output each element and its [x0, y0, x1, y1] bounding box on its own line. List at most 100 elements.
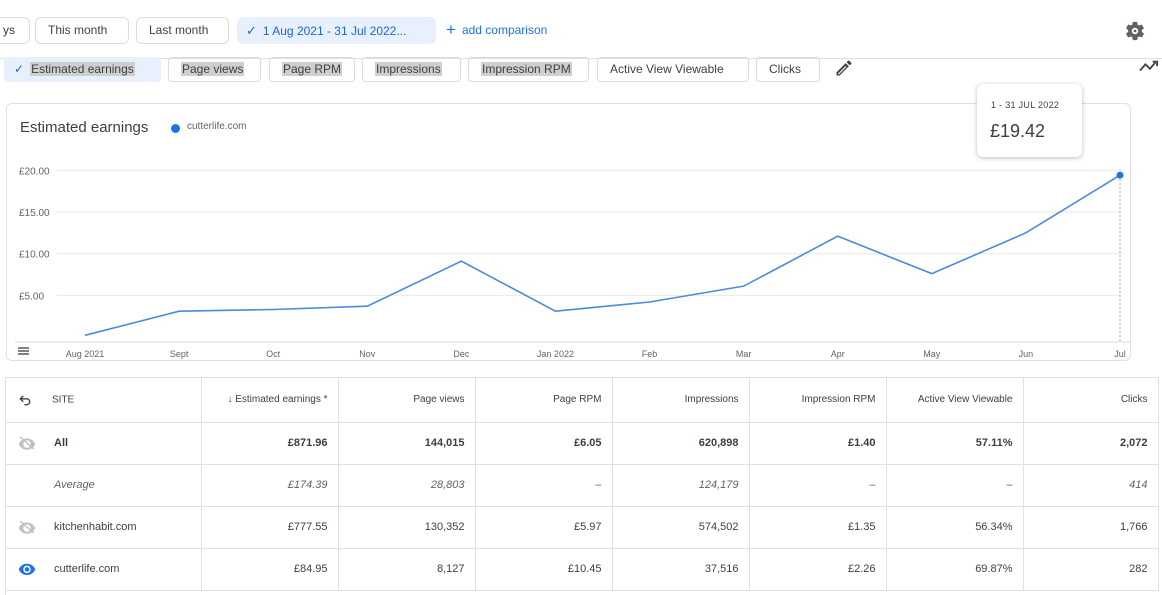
check-icon: ✓ — [14, 62, 25, 76]
gear-icon[interactable] — [1124, 20, 1146, 42]
site-name: cutterlife.com — [54, 562, 120, 575]
table-cell: 37,516 — [612, 548, 750, 591]
table-cell: 56.34% — [886, 506, 1024, 549]
trending-icon[interactable] — [1138, 58, 1160, 76]
metric-chip-impression-rpm[interactable]: Impression RPM — [468, 57, 589, 82]
x-tick-label: Mar — [736, 349, 752, 359]
table-cell: – — [475, 464, 613, 507]
y-tick-label: £10.00 — [19, 250, 50, 261]
table-row[interactable]: Average £174.39 28,803–124,179– –414 — [6, 464, 1159, 507]
x-tick-label: Sept — [170, 349, 189, 359]
table-cell: 414 — [1023, 464, 1159, 507]
date-toolbar: ys This month Last month ✓ 1 Aug 2021 - 3… — [0, 0, 1162, 59]
table-cell: £6.05 — [475, 422, 613, 465]
x-tick-label: Aug 2021 — [66, 349, 105, 359]
back-arrow-icon[interactable] — [18, 393, 32, 407]
table-cell: £2.26 — [749, 548, 887, 591]
table-row[interactable]: cutterlife.com £84.95 8,127 £10.45 37,516 £2.… — [6, 548, 1159, 591]
site-cell: cutterlife.com — [6, 548, 202, 591]
metric-chip-label: Active View Viewable — [610, 62, 724, 76]
metric-chip-page-rpm[interactable]: Page RPM — [269, 57, 355, 82]
metric-chip-label: Impressions — [375, 62, 442, 76]
check-icon: ✓ — [246, 23, 257, 38]
table-cell: 57.11% — [886, 422, 1024, 465]
chart-tooltip: 1 - 31 JUL 2022 £19.42 — [977, 84, 1082, 157]
metric-chip-label: Clicks — [769, 62, 801, 76]
table-cell: £5.97 — [475, 506, 613, 549]
x-tick-label: May — [923, 349, 941, 359]
visible-eye-icon[interactable] — [18, 562, 36, 576]
column-header-label: SITE — [52, 394, 75, 406]
table-row[interactable]: All £871.96 144,015 £6.05 620,898 £1.40 57.11%… — [6, 422, 1159, 465]
column-header-site[interactable]: SITE — [6, 378, 202, 423]
metric-chip-estimated-earnings[interactable]: ✓ Estimated earnings — [4, 57, 161, 82]
column-header-estimated-earnings[interactable]: ↓ Estimated earnings * — [201, 378, 339, 423]
date-range-last-month[interactable]: Last month — [136, 17, 229, 44]
table-cell: £1.40 — [749, 422, 887, 465]
add-comparison-button[interactable]: + add comparison — [446, 21, 547, 39]
add-comparison-label: add comparison — [461, 23, 548, 37]
metric-chip-clicks[interactable]: Clicks — [756, 57, 820, 82]
empty-icon-slot — [18, 478, 36, 492]
line-chart: £5.00 £10.00 £15.00 £20.00 Aug 2021 Sept Oct No… — [15, 166, 1130, 359]
table-cell: £10.45 — [475, 548, 613, 591]
y-tick-label: £15.00 — [19, 208, 50, 219]
date-range-last-days[interactable]: ys — [0, 17, 30, 44]
metric-chip-label: Page RPM — [282, 62, 343, 76]
site-name: kitchenhabit.com — [54, 520, 137, 533]
table-cell: 574,502 — [612, 506, 750, 549]
x-tick-label: Oct — [266, 349, 281, 359]
table-cell: 130,352 — [338, 506, 476, 549]
table-cell: 2,072 — [1023, 422, 1159, 465]
sites-table: SITE ↓ Estimated earnings * Page views P… — [5, 377, 1159, 595]
column-header-page-views[interactable]: Page views — [338, 378, 476, 423]
table-cell: 28,803 — [338, 464, 476, 507]
metric-chip-active-view-viewable[interactable]: Active View Viewable — [597, 57, 749, 82]
metric-chip-impressions[interactable]: Impressions — [362, 57, 461, 82]
table-cell: 282 — [1023, 548, 1159, 591]
table-cell: £871.96 — [201, 422, 339, 465]
column-header-active-view-viewable[interactable]: Active View Viewable — [886, 378, 1024, 423]
column-header-impression-rpm[interactable]: Impression RPM — [749, 378, 887, 423]
date-range-this-month[interactable]: This month — [35, 17, 129, 44]
date-range-custom-label: 1 Aug 2021 - 31 Jul 2022... — [262, 24, 407, 38]
site-cell: kitchenhabit.com — [6, 506, 202, 549]
chart-title: Estimated earnings — [20, 119, 149, 136]
column-header-impressions[interactable]: Impressions — [612, 378, 750, 423]
site-name: Average — [54, 478, 95, 491]
menu-icon — [18, 347, 29, 355]
table-cell: – — [749, 464, 887, 507]
metric-chip-page-views[interactable]: Page views — [168, 57, 261, 82]
legend-swatch — [171, 124, 180, 133]
site-cell: All — [6, 422, 202, 465]
metric-chip-label: Estimated earnings — [30, 62, 135, 76]
metric-chip-label: Page views — [181, 62, 245, 76]
x-tick-label: Feb — [642, 349, 658, 359]
legend-label: cutterlife.com — [187, 121, 247, 132]
table-cell: £174.39 — [201, 464, 339, 507]
site-cell: Average — [6, 464, 202, 507]
table-cell: 124,179 — [612, 464, 750, 507]
table-cell: 8,127 — [338, 548, 476, 591]
table-header-row: SITE ↓ Estimated earnings * Page views P… — [6, 378, 1159, 423]
hidden-eye-icon[interactable] — [18, 520, 36, 534]
hidden-eye-icon[interactable] — [18, 436, 36, 450]
column-header-page-rpm[interactable]: Page RPM — [475, 378, 613, 423]
table-cell: £84.95 — [201, 548, 339, 591]
table-cell: – — [886, 464, 1024, 507]
data-point — [1116, 171, 1124, 179]
table-cell: 620,898 — [612, 422, 750, 465]
x-tick-label: Dec — [453, 349, 470, 359]
tooltip-period: 1 - 31 JUL 2022 — [991, 100, 1060, 110]
earnings-chart-card: Estimated earnings cutterlife.com £5.00 £… — [6, 103, 1131, 361]
table-cell: £1.35 — [749, 506, 887, 549]
tooltip-value: £19.42 — [990, 121, 1046, 141]
series-line-cutterlife — [84, 174, 1121, 337]
y-tick-label: £5.00 — [19, 291, 44, 302]
metric-selector: ✓ Estimated earnings Page views Page RPM … — [0, 57, 1162, 88]
x-tick-label: Nov — [359, 349, 376, 359]
table-row[interactable]: kitchenhabit.com £777.55 130,352 £5.97 574,5… — [6, 506, 1159, 549]
pencil-icon[interactable] — [834, 58, 854, 78]
column-header-clicks[interactable]: Clicks — [1023, 378, 1159, 423]
date-range-custom[interactable]: ✓ 1 Aug 2021 - 31 Jul 2022... — [237, 17, 436, 44]
